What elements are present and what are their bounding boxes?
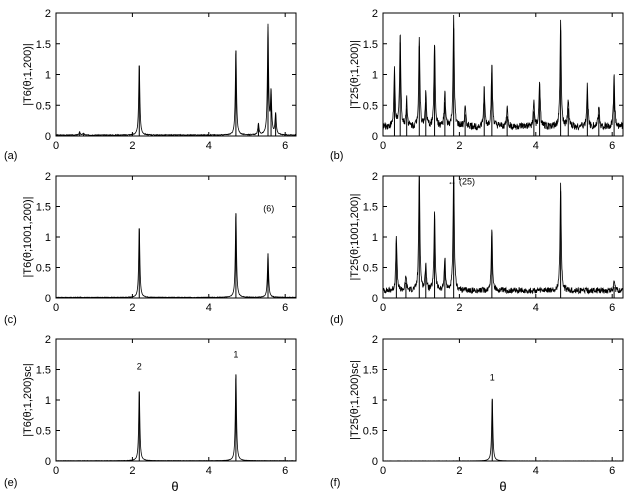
y-tick-label: 0.5 bbox=[36, 263, 51, 275]
annotation-label: 2 bbox=[137, 362, 142, 372]
annotation-label: 1 bbox=[233, 349, 238, 359]
x-tick-label: 2 bbox=[129, 465, 135, 477]
y-axis-label: |T25(θ;1,200)sc| bbox=[349, 360, 361, 440]
x-tick-label: 2 bbox=[129, 140, 135, 152]
y-tick-label: 1.5 bbox=[363, 39, 378, 51]
x-tick-label: 0 bbox=[53, 465, 59, 477]
y-tick-label: 2 bbox=[45, 8, 51, 20]
panel-label: (c) bbox=[4, 314, 17, 326]
y-tick-label: 1 bbox=[372, 70, 378, 82]
x-axis-label-text-left: θ bbox=[171, 479, 178, 494]
plot-frame bbox=[55, 175, 297, 299]
y-tick-label: 0.5 bbox=[36, 100, 51, 112]
y-axis-label: |T6(θ;1,200)sc| bbox=[22, 363, 34, 437]
series-line bbox=[382, 399, 624, 462]
series-line bbox=[382, 14, 624, 131]
y-tick-label: 0 bbox=[45, 131, 51, 143]
x-tick-label: 4 bbox=[206, 302, 212, 314]
x-tick-label: 6 bbox=[282, 465, 288, 477]
y-tick-label: 1.5 bbox=[363, 365, 378, 377]
y-tick-label: 1 bbox=[372, 232, 378, 244]
chart-panel-c: 0 2 4 6 0 0.5 1 1.5 2 |T6(θ;1001,200)| (c) (6) bbox=[4, 171, 297, 326]
x-tick-label: 0 bbox=[53, 140, 59, 152]
y-tick-label: 0 bbox=[45, 293, 51, 305]
y-axis-label: |T25(θ;1,200)| bbox=[349, 40, 361, 109]
x-tick-label: 6 bbox=[609, 465, 615, 477]
x-tick-label: 0 bbox=[380, 302, 386, 314]
x-tick-label: 4 bbox=[206, 140, 212, 152]
panel-label: (d) bbox=[330, 314, 343, 326]
annotation-label: 1 bbox=[490, 372, 495, 382]
x-tick-label: 2 bbox=[456, 140, 462, 152]
x-tick-label: 4 bbox=[206, 465, 212, 477]
x-axis-label-right: θ bbox=[499, 479, 506, 494]
chart-panel-e: 0 2 4 6 0 0.5 1 1.5 2 |T6(θ;1,200)sc| (e) 2 1 bbox=[4, 334, 297, 489]
panel-label: (f) bbox=[330, 477, 340, 489]
chart-panel-a: 0 2 4 6 0 0.5 1 1.5 2 |T6(θ;1,200)| (a) bbox=[4, 8, 297, 162]
x-tick-label: 2 bbox=[129, 302, 135, 314]
x-axis-label-text-right: θ bbox=[499, 479, 506, 494]
y-tick-label: 0 bbox=[372, 131, 378, 143]
x-tick-label: 4 bbox=[533, 302, 539, 314]
y-axis-label: |T25(θ;1001,200)| bbox=[349, 193, 361, 280]
x-tick-label: 0 bbox=[380, 465, 386, 477]
chart-panel-b: 0 2 4 6 0 0.5 1 1.5 2 |T25(θ;1,200)| (b) bbox=[330, 8, 624, 162]
y-tick-label: 1.5 bbox=[36, 365, 51, 377]
y-tick-label: 2 bbox=[372, 171, 378, 183]
chart-panel-d: 0 2 4 6 0 0.5 1 1.5 2 |T25(θ;1001,200)| (d) ← (25) bbox=[330, 171, 624, 326]
y-axis-label: |T6(θ;1,200)| bbox=[22, 43, 34, 106]
plot-frame bbox=[382, 338, 624, 462]
y-tick-label: 1 bbox=[372, 395, 378, 407]
y-tick-label: 2 bbox=[372, 334, 378, 346]
y-tick-label: 2 bbox=[372, 8, 378, 20]
y-tick-label: 0 bbox=[372, 456, 378, 468]
x-tick-label: 0 bbox=[53, 302, 59, 314]
x-tick-label: 6 bbox=[609, 302, 615, 314]
y-tick-label: 0 bbox=[45, 456, 51, 468]
annotation-label: ← (25) bbox=[448, 177, 476, 187]
y-tick-label: 1 bbox=[45, 232, 51, 244]
x-axis-label-left: θ bbox=[171, 479, 178, 494]
chart-panel-f: 0 2 4 6 0 0.5 1 1.5 2 |T25(θ;1,200)sc| (f) 1 bbox=[330, 334, 624, 489]
annotation-label: (6) bbox=[263, 203, 274, 213]
series-line bbox=[55, 23, 297, 137]
y-axis-label: |T6(θ;1001,200)| bbox=[22, 197, 34, 278]
x-tick-label: 4 bbox=[533, 140, 539, 152]
x-tick-label: 2 bbox=[456, 465, 462, 477]
series-line bbox=[382, 175, 624, 295]
y-tick-label: 2 bbox=[45, 334, 51, 346]
panel-label: (e) bbox=[4, 477, 17, 489]
panel-label: (b) bbox=[330, 150, 343, 162]
y-tick-label: 0.5 bbox=[36, 426, 51, 438]
series-line bbox=[55, 375, 297, 462]
x-tick-label: 0 bbox=[380, 140, 386, 152]
x-tick-label: 4 bbox=[533, 465, 539, 477]
y-tick-label: 0.5 bbox=[363, 100, 378, 112]
plot-frame bbox=[55, 12, 297, 137]
y-tick-label: 1 bbox=[45, 70, 51, 82]
plot-frame bbox=[55, 338, 297, 462]
y-tick-label: 1.5 bbox=[36, 39, 51, 51]
y-tick-label: 0.5 bbox=[363, 426, 378, 438]
series-line bbox=[55, 214, 297, 299]
y-tick-label: 1 bbox=[45, 395, 51, 407]
y-tick-label: 1.5 bbox=[36, 202, 51, 214]
x-tick-label: 2 bbox=[456, 302, 462, 314]
y-tick-label: 1.5 bbox=[363, 202, 378, 214]
x-tick-label: 6 bbox=[282, 140, 288, 152]
x-tick-label: 6 bbox=[609, 140, 615, 152]
y-tick-label: 0 bbox=[372, 293, 378, 305]
panel-label: (a) bbox=[4, 150, 17, 162]
y-tick-label: 0.5 bbox=[363, 263, 378, 275]
x-tick-label: 6 bbox=[282, 302, 288, 314]
y-tick-label: 2 bbox=[45, 171, 51, 183]
